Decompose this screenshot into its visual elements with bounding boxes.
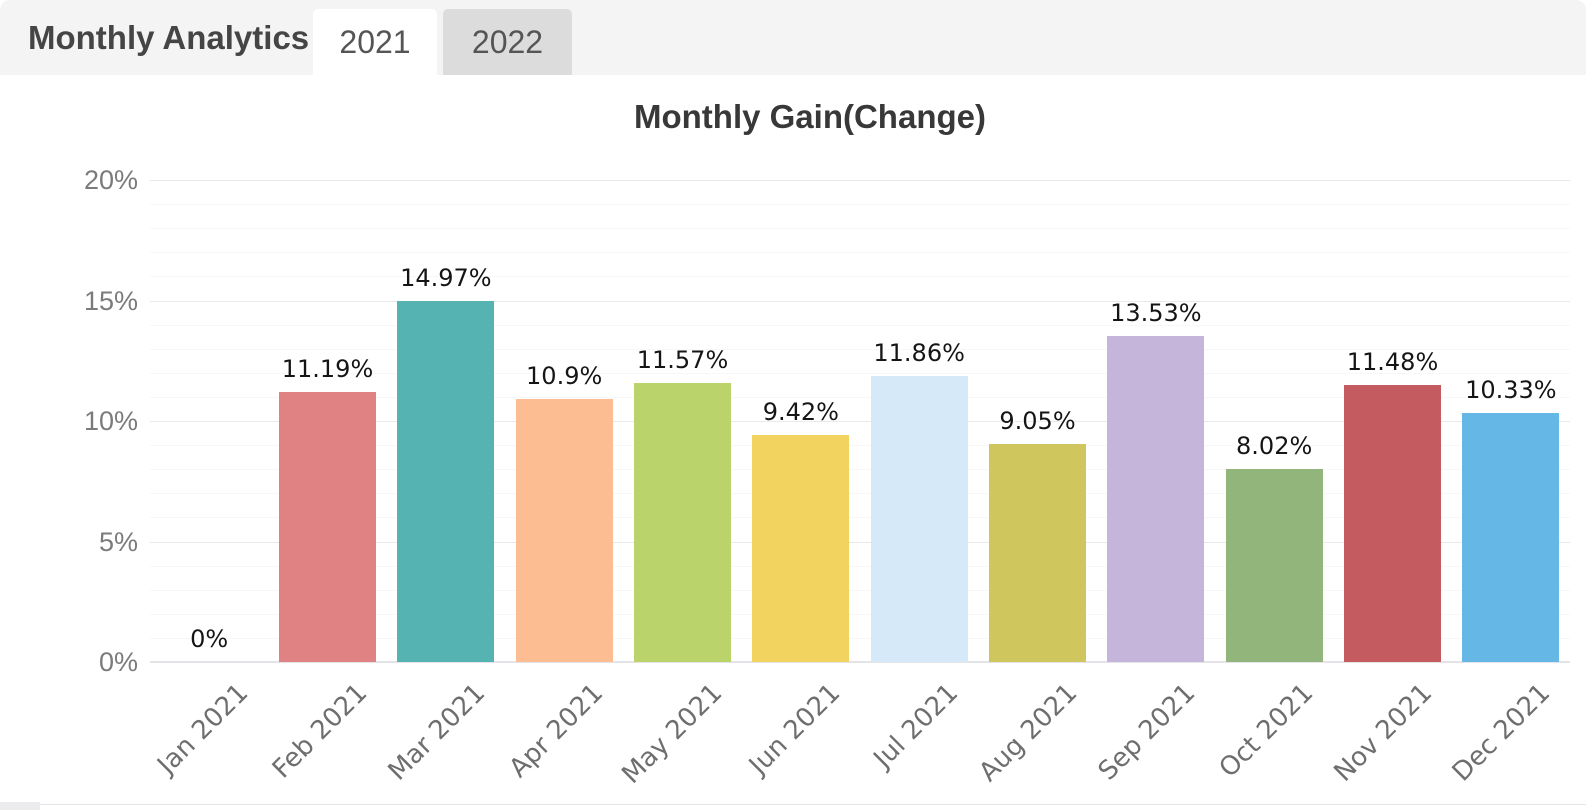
- gridline-minor: [150, 613, 1570, 615]
- bar-value-label-oct-2021: 8.02%: [1236, 431, 1313, 460]
- gridline-minor: [150, 565, 1570, 567]
- y-axis-tick-label: 10%: [83, 406, 138, 436]
- bar-value-label-may-2021: 11.57%: [636, 346, 729, 375]
- gridline-minor: [150, 517, 1570, 519]
- panel-bottom-divider: [40, 804, 1586, 805]
- panel-title: Monthly Analytics: [28, 19, 310, 56]
- gridline-minor: [150, 324, 1570, 326]
- bar-value-label-jul-2021: 11.86%: [873, 339, 965, 368]
- gridline-major: [150, 300, 1570, 302]
- gridline-major: [150, 421, 1570, 422]
- bar-value-label-aug-2021: 9.05%: [999, 406, 1076, 435]
- gridline-minor: [150, 637, 1570, 639]
- panel-bottom-corner: [0, 802, 40, 810]
- gridline-minor: [150, 445, 1570, 447]
- bar-apr-2021[interactable]: [515, 399, 613, 662]
- tab-2022[interactable]: 2022: [443, 9, 572, 75]
- y-axis-tick-label: 0%: [98, 647, 138, 677]
- y-axis-tick-label: 20%: [83, 165, 138, 195]
- bar-value-label-jan-2021: 0%: [190, 625, 229, 653]
- bar-value-label-mar-2021: 14.97%: [400, 264, 492, 293]
- bar-feb-2021[interactable]: [279, 392, 376, 662]
- bar-value-label-feb-2021: 11.19%: [281, 355, 374, 384]
- bar-aug-2021[interactable]: [989, 443, 1086, 662]
- gridline-minor: [150, 493, 1570, 495]
- bar-value-label-sep-2021: 13.53%: [1110, 298, 1202, 327]
- bar-nov-2021[interactable]: [1344, 385, 1441, 662]
- gridline-minor: [150, 372, 1570, 374]
- gridline-minor: [150, 276, 1570, 278]
- bar-sep-2021[interactable]: [1107, 335, 1205, 662]
- gridline-major: [150, 541, 1570, 543]
- bar-value-label-apr-2021: 10.9%: [526, 362, 603, 391]
- tab-bar: Monthly Analytics 2021 2022: [0, 0, 1586, 75]
- bar-oct-2021[interactable]: [1225, 468, 1323, 662]
- y-axis-tick-label: 15%: [83, 285, 138, 316]
- bar-value-label-jun-2021: 9.42%: [762, 397, 839, 426]
- bar-jul-2021[interactable]: [870, 376, 968, 662]
- bar-value-label-dec-2021: 10.33%: [1465, 376, 1557, 405]
- tab-2021[interactable]: 2021: [313, 9, 437, 75]
- gridline-minor: [150, 396, 1570, 398]
- bar-may-2021[interactable]: [634, 383, 731, 662]
- gridline-minor: [150, 348, 1570, 350]
- gridline-minor: [150, 204, 1570, 206]
- gridline-minor: [150, 228, 1570, 230]
- bar-dec-2021[interactable]: [1462, 413, 1560, 662]
- bar-jun-2021[interactable]: [752, 434, 850, 662]
- y-axis-tick-label: 5%: [98, 526, 138, 557]
- x-axis-label-jan-2021: Jan 2021: [152, 678, 255, 781]
- chart-title: Monthly Gain(Change): [634, 98, 986, 135]
- gridline-minor: [150, 589, 1570, 591]
- gridline-minor: [150, 252, 1570, 254]
- gridline-major: [150, 180, 1570, 181]
- bar-value-label-nov-2021: 11.48%: [1346, 348, 1439, 377]
- bar-mar-2021[interactable]: [397, 301, 495, 662]
- x-axis-baseline: [150, 661, 1570, 663]
- gridline-minor: [150, 469, 1570, 471]
